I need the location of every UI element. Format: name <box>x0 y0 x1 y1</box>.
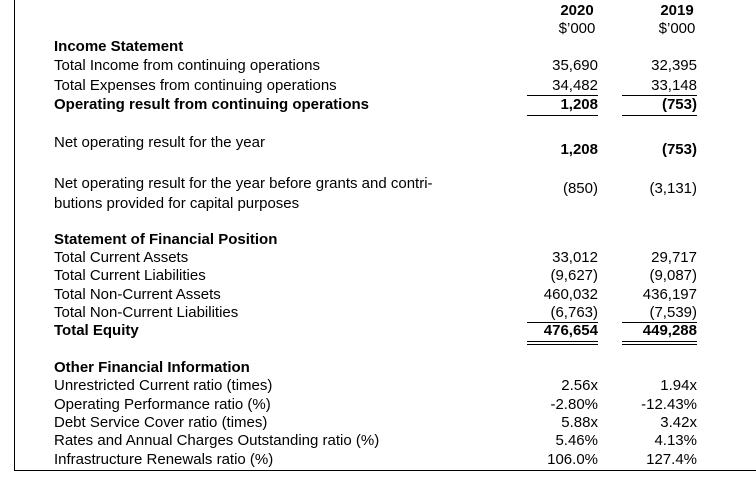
row-value: 5.46% <box>555 432 598 449</box>
row-label: Total Non-Current Liabilities <box>54 304 239 321</box>
row-value: 33,012 <box>552 249 598 266</box>
column-unit: $’000 <box>558 20 596 37</box>
row-value: 34,482 <box>552 77 598 94</box>
row-label: Total Income from continuing operations <box>54 57 320 74</box>
row-value: 449,288 <box>642 322 697 339</box>
row-value: 106.0% <box>547 451 598 468</box>
row-value: (753) <box>661 141 697 158</box>
row-label: Infrastructure Renewals ratio (%) <box>54 451 274 468</box>
row-value: 35,690 <box>552 57 598 74</box>
row-value: 3.42x <box>660 414 697 431</box>
row-label: Operating Performance ratio (%) <box>54 396 271 413</box>
rule <box>622 115 697 116</box>
row-value: 127.4% <box>646 451 697 468</box>
rule <box>527 115 598 116</box>
rule <box>527 341 598 342</box>
column-year: 2019 <box>660 2 694 19</box>
row-value: 436,197 <box>642 286 697 303</box>
row-label: Operating result from continuing operati… <box>54 96 370 113</box>
row-value: 1,208 <box>560 96 598 113</box>
row-value: 5.88x <box>561 414 598 431</box>
row-label: Rates and Annual Charges Outstanding rat… <box>54 432 380 449</box>
rule <box>622 322 697 323</box>
row-label: Net operating result for the year before… <box>54 175 433 192</box>
row-label: Net operating result for the year <box>54 134 265 151</box>
frame-left <box>14 0 15 471</box>
row-value: (7,539) <box>649 304 697 321</box>
frame-bottom <box>14 470 756 471</box>
row-value: (6,763) <box>550 304 598 321</box>
column-unit: $’000 <box>658 20 696 37</box>
rule <box>527 95 598 96</box>
row-value: 33,148 <box>651 77 697 94</box>
row-label: Debt Service Cover ratio (times) <box>54 414 268 431</box>
row-value: 32,395 <box>651 57 697 74</box>
rule <box>622 341 697 342</box>
row-value: 1.94x <box>660 377 697 394</box>
row-label: Total Equity <box>54 322 139 339</box>
row-value: 2.56x <box>561 377 598 394</box>
row-value: -12.43% <box>641 396 697 413</box>
row-value: -2.80% <box>550 396 598 413</box>
section-heading: Other Financial Information <box>54 359 250 376</box>
section-heading: Statement of Financial Position <box>54 231 278 248</box>
section-heading: Income Statement <box>54 38 184 55</box>
rule <box>622 95 697 96</box>
row-value: 1,208 <box>560 141 598 158</box>
rule <box>527 344 598 345</box>
rule <box>527 322 598 323</box>
column-year: 2020 <box>560 2 594 19</box>
row-value: (850) <box>562 180 598 197</box>
row-value: 29,717 <box>651 249 697 266</box>
row-label: Total Non-Current Assets <box>54 286 221 303</box>
row-label: Total Current Liabilities <box>54 267 206 284</box>
row-label: Unrestricted Current ratio (times) <box>54 377 273 394</box>
row-label: Total Expenses from continuing operation… <box>54 77 337 94</box>
row-value: 460,032 <box>543 286 598 303</box>
row-value: (753) <box>661 96 697 113</box>
row-value: (9,627) <box>550 267 598 284</box>
row-value: (9,087) <box>649 267 697 284</box>
row-label: butions provided for capital purposes <box>54 195 300 212</box>
row-value: (3,131) <box>649 180 697 197</box>
row-label: Total Current Assets <box>54 249 189 266</box>
rule <box>622 344 697 345</box>
row-value: 476,654 <box>543 322 598 339</box>
row-value: 4.13% <box>654 432 697 449</box>
